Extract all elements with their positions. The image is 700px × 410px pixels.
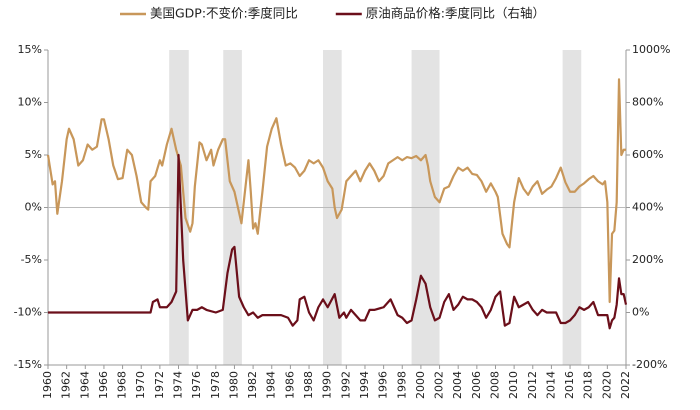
x-tick-label: 1998 — [395, 371, 408, 399]
x-tick-label: 1994 — [358, 371, 371, 399]
y-tick-label: 10% — [18, 96, 42, 109]
x-tick-label: 2002 — [433, 371, 446, 399]
y2-tick-label: 600% — [632, 148, 663, 161]
x-tick-label: 1972 — [153, 371, 166, 399]
y-tick-label: 0% — [25, 201, 42, 214]
x-tick-label: 1962 — [60, 371, 73, 399]
x-tick-label: 1964 — [78, 371, 91, 399]
x-tick-label: 2018 — [582, 371, 595, 399]
y2-tick-label: 1000% — [632, 43, 670, 56]
x-tick-label: 2008 — [488, 371, 501, 399]
x-tick-label: 2014 — [544, 371, 557, 399]
x-tick-label: 1978 — [209, 371, 222, 399]
x-tick-label: 1988 — [302, 371, 315, 399]
x-tick-label: 1976 — [190, 371, 203, 399]
x-tick-label: 1960 — [41, 371, 54, 399]
x-tick-label: 2022 — [619, 371, 632, 399]
x-tick-label: 1990 — [321, 371, 334, 399]
y-tick-label: 15% — [18, 43, 42, 56]
x-tick-label: 2020 — [600, 371, 613, 399]
x-tick-label: 1986 — [283, 371, 296, 399]
y2-tick-label: 400% — [632, 201, 663, 214]
x-tick-label: 1970 — [134, 371, 147, 399]
y-tick-label: -15% — [14, 358, 42, 371]
x-tick-label: 2006 — [470, 371, 483, 399]
x-tick-label: 1974 — [172, 371, 185, 399]
x-tick-label: 1984 — [265, 371, 278, 399]
x-tick-label: 1992 — [339, 371, 352, 399]
x-tick-label: 1966 — [97, 371, 110, 399]
x-tick-label: 1996 — [377, 371, 390, 399]
x-tick-label: 2016 — [563, 371, 576, 399]
series-line — [46, 78, 626, 304]
x-tick-label: 1982 — [246, 371, 259, 399]
series-line — [48, 153, 628, 330]
x-tick-label: 1980 — [227, 371, 240, 399]
y2-tick-label: 0% — [632, 306, 649, 319]
y-tick-label: -10% — [14, 306, 42, 319]
y-tick-label: 5% — [25, 148, 42, 161]
legend: 美国GDP:不变价:季度同比 原油商品价格:季度同比（右轴） — [120, 6, 545, 21]
x-tick-label: 2000 — [414, 371, 427, 399]
y-tick-label: -5% — [21, 253, 42, 266]
y2-tick-label: 200% — [632, 253, 663, 266]
x-tick-label: 2004 — [451, 371, 464, 399]
legend-label: 美国GDP:不变价:季度同比 — [150, 6, 298, 21]
x-tick-label: 2010 — [507, 371, 520, 399]
x-tick-label: 1968 — [116, 371, 129, 399]
legend-label: 原油商品价格:季度同比（右轴） — [366, 6, 545, 21]
y2-tick-label: -200% — [632, 358, 667, 371]
y2-tick-label: 800% — [632, 96, 663, 109]
x-tick-label: 2012 — [526, 371, 539, 399]
